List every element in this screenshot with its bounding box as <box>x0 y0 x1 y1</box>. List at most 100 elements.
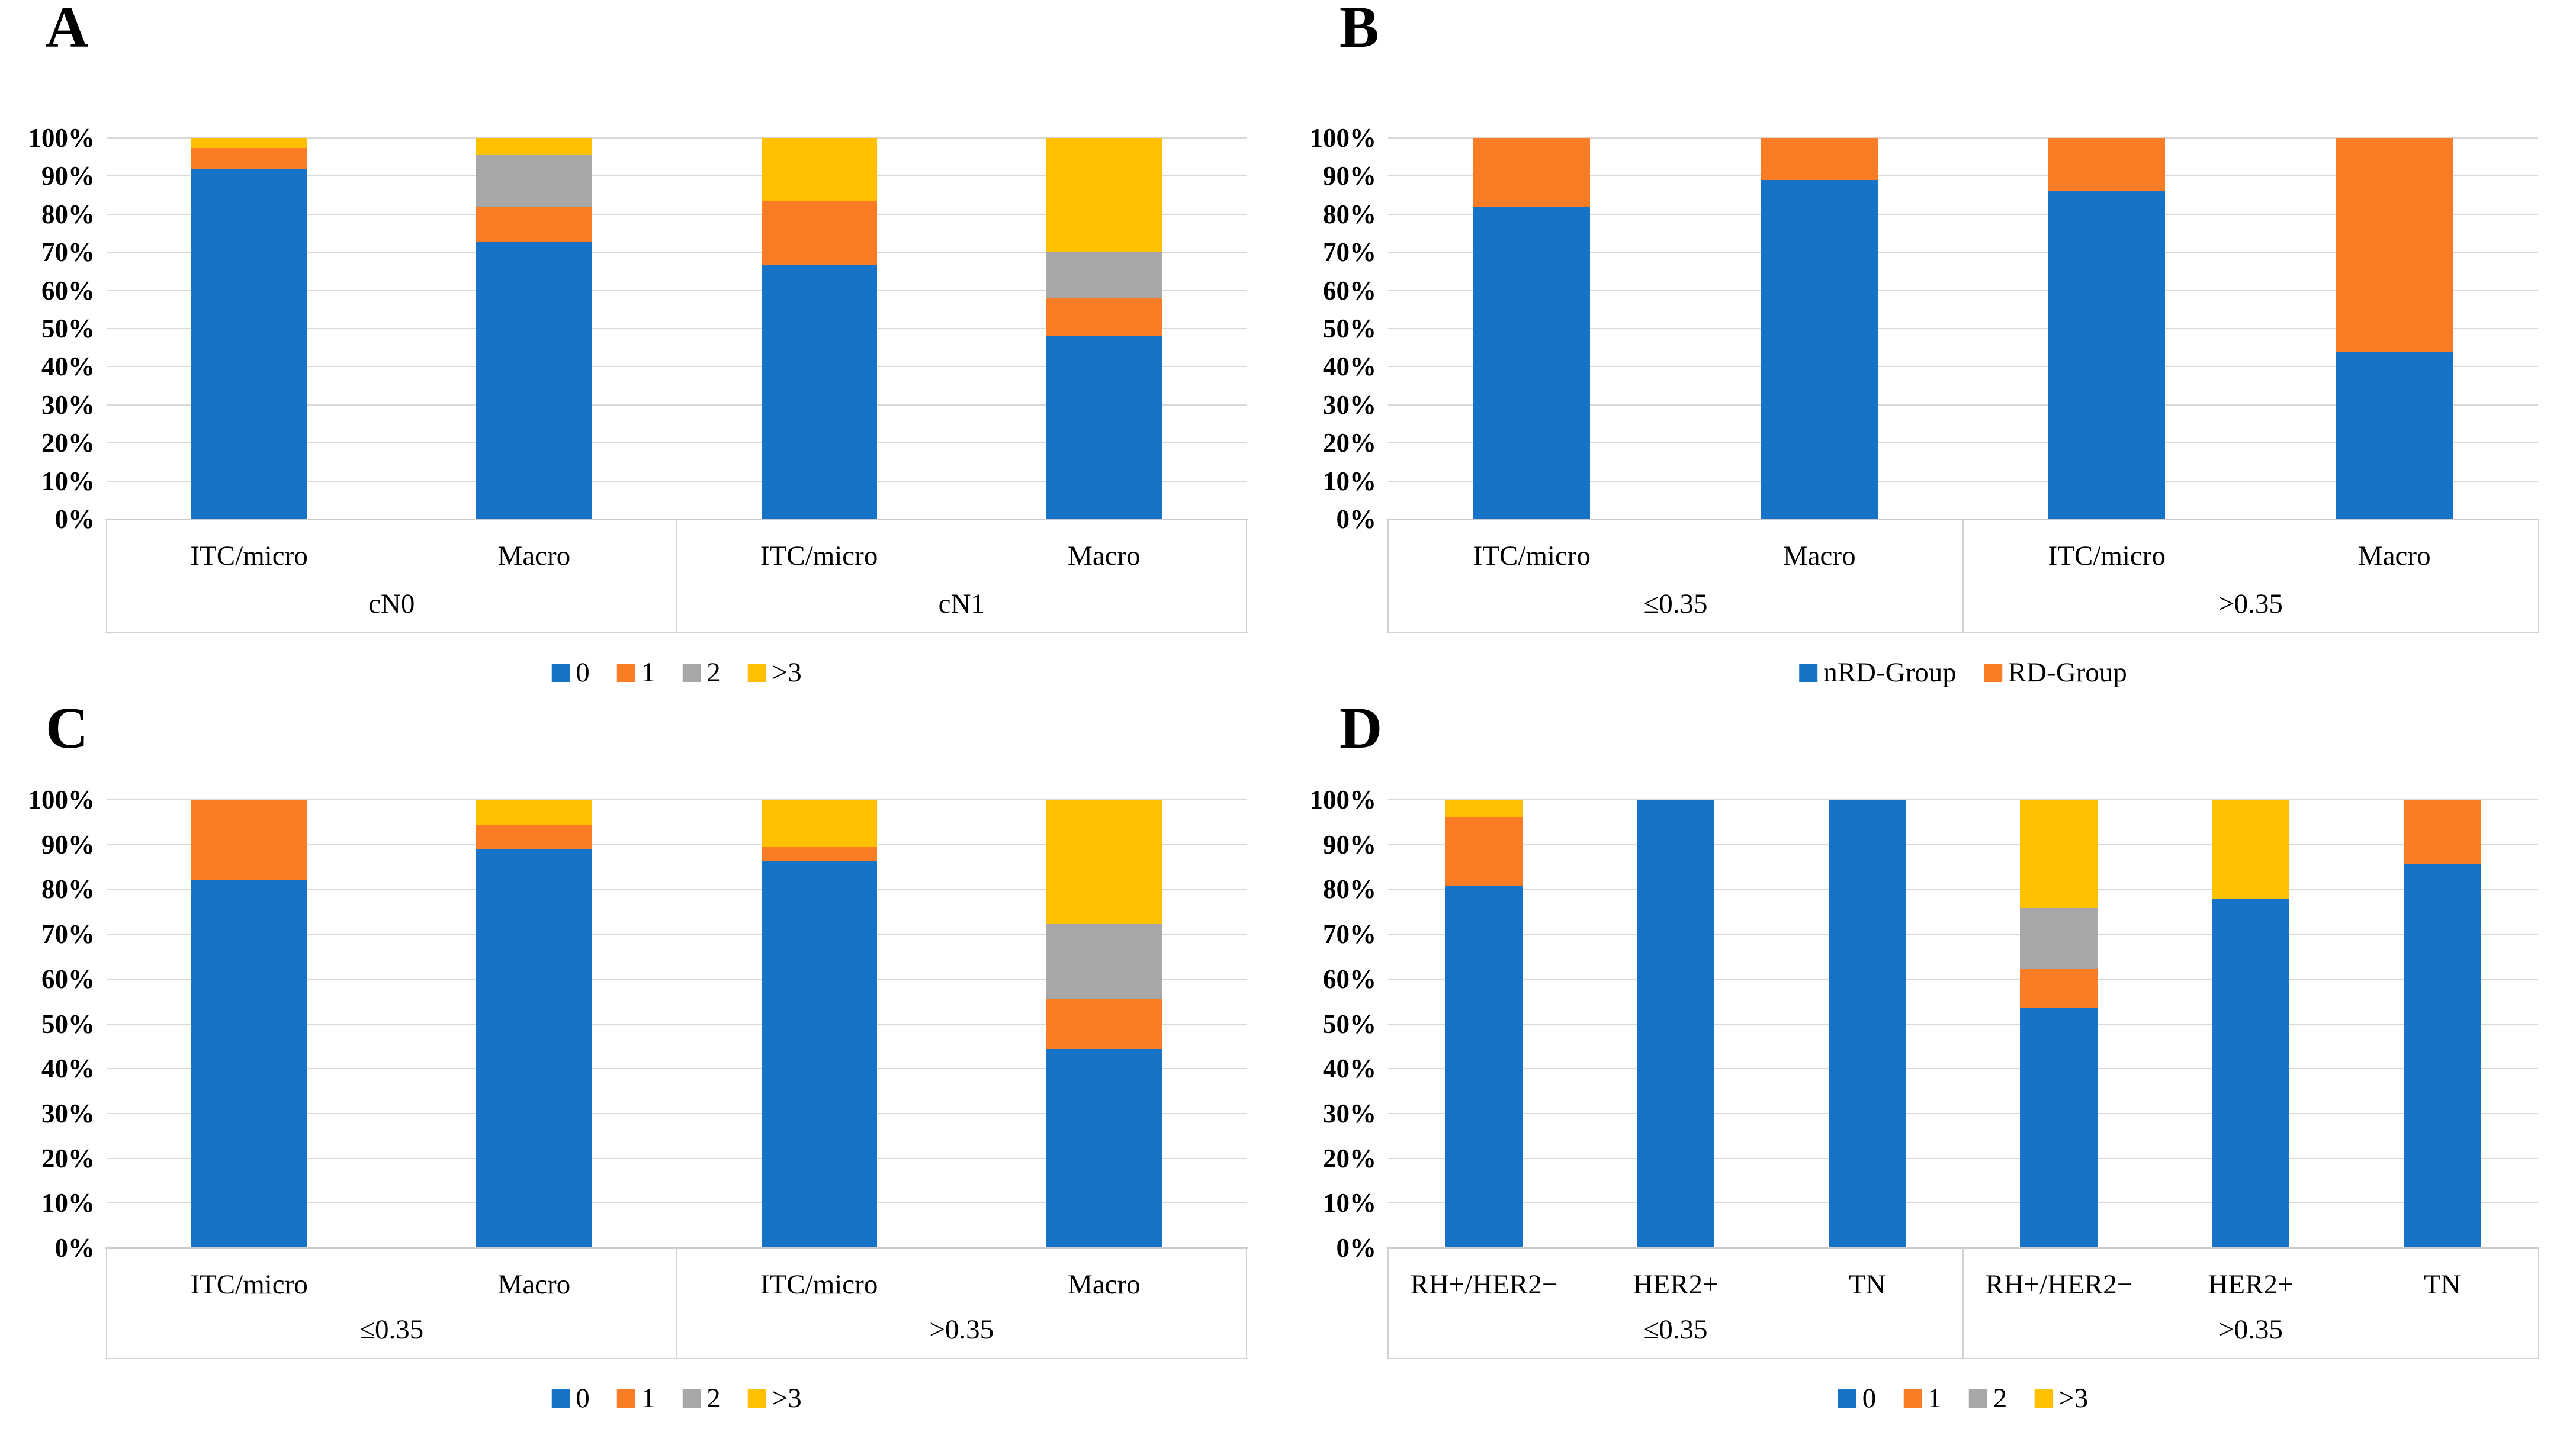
y-tick-label: 40% <box>41 352 95 382</box>
axis-group-divider <box>2538 1248 2539 1359</box>
bar-segment <box>191 169 307 519</box>
legend-swatch <box>1903 1389 1922 1408</box>
bar-segment <box>2336 351 2453 519</box>
gridline <box>107 844 1247 845</box>
legend-item: >3 <box>747 1383 802 1414</box>
gridline <box>1388 366 2538 368</box>
gridline <box>1388 1202 2538 1204</box>
axis-group-divider <box>676 519 677 633</box>
bar-segment <box>476 155 592 208</box>
axis-group-divider <box>1962 1248 1964 1359</box>
gridline <box>107 889 1247 890</box>
y-tick-label: 10% <box>1323 466 1376 496</box>
legend-label: 2 <box>706 1383 721 1414</box>
legend-label: 1 <box>1928 1383 1942 1414</box>
gridline <box>107 442 1247 444</box>
y-tick-label: 50% <box>1323 1009 1376 1039</box>
category-label: HER2+ <box>2208 1269 2294 1300</box>
gridline <box>107 404 1247 406</box>
y-tick-label: 70% <box>1323 919 1376 950</box>
axis-group-divider <box>1246 519 1247 633</box>
bar-segment <box>2211 800 2290 900</box>
y-tick-label: 70% <box>41 237 95 268</box>
bar-segment <box>1046 999 1162 1049</box>
legend-swatch <box>616 663 635 682</box>
bar-segment <box>1828 800 1906 1248</box>
gridline <box>107 137 1247 139</box>
legend-item: RD-Group <box>1983 658 2127 687</box>
y-tick-label: 20% <box>41 1143 95 1173</box>
legend-item: >3 <box>2034 1383 2088 1413</box>
y-tick-label: 10% <box>1323 1188 1376 1218</box>
legend-item: 2 <box>682 1383 721 1413</box>
legend-item: >3 <box>747 657 802 688</box>
group-label: ≤0.35 <box>359 1314 424 1345</box>
category-label: HER2+ <box>1633 1269 1719 1300</box>
gridline <box>1388 175 2538 177</box>
legend-swatch <box>747 1389 766 1408</box>
panel-letter-c: C <box>46 695 89 761</box>
legend-label: 2 <box>1993 1383 2008 1414</box>
category-label: TN <box>1848 1269 1886 1300</box>
axis-table-bottom-border <box>105 632 1248 633</box>
gridline <box>1388 328 2538 329</box>
bar-segment <box>476 824 592 850</box>
y-tick-label: 50% <box>41 314 95 343</box>
legend-item: 1 <box>1903 1383 1942 1413</box>
bar-segment <box>1473 138 1591 207</box>
bar-segment <box>476 138 592 155</box>
bar-segment <box>1046 336 1162 519</box>
axis-table-bottom-border <box>105 1358 1248 1359</box>
y-tick-label: 80% <box>41 874 95 905</box>
y-tick-label: 100% <box>1309 785 1377 815</box>
gridline <box>107 978 1247 980</box>
legend-item: nRD-Group <box>1799 658 1957 687</box>
gridline <box>1388 799 2538 800</box>
y-tick-label: 90% <box>1323 161 1376 191</box>
gridline <box>107 799 1247 800</box>
y-tick-label: 40% <box>1323 1054 1376 1084</box>
legend-label: 1 <box>641 1383 656 1414</box>
axis-group-divider <box>2538 519 2539 633</box>
group-label: >0.35 <box>2218 1314 2283 1345</box>
y-tick-label: 0% <box>1336 1233 1377 1263</box>
gridline <box>1388 442 2538 444</box>
y-tick-label: 70% <box>1323 237 1376 268</box>
legend-label: 1 <box>641 657 656 688</box>
legend-label: >3 <box>772 657 802 688</box>
category-label: Macro <box>1782 540 1856 571</box>
gridline <box>107 175 1247 177</box>
gridline <box>1388 1112 2538 1114</box>
legend-swatch <box>551 1389 570 1408</box>
axis-group-divider <box>1387 519 1389 633</box>
gridline <box>107 252 1247 253</box>
bar-segment <box>2020 1008 2098 1248</box>
axis-table-bottom-border <box>1387 1358 2539 1359</box>
bar-segment <box>1761 138 1878 181</box>
category-label: ITC/micro <box>190 1269 308 1300</box>
panel-letter-b: B <box>1340 0 1379 60</box>
axis-baseline <box>1387 1247 2539 1249</box>
gridline <box>107 1112 1247 1114</box>
y-tick-label: 0% <box>54 504 95 534</box>
category-label: TN <box>2423 1269 2461 1300</box>
bar-segment <box>2403 864 2481 1248</box>
gridline <box>1388 1247 2538 1248</box>
gridline <box>1388 480 2538 482</box>
group-label: >0.35 <box>2218 588 2283 619</box>
legend-swatch <box>747 663 766 682</box>
legend-swatch <box>551 663 570 682</box>
bar-segment <box>476 242 592 519</box>
y-tick-label: 10% <box>41 1188 95 1218</box>
y-tick-label: 100% <box>1309 123 1377 153</box>
panel-letter-d: D <box>1340 695 1383 761</box>
bar-segment <box>1046 924 1162 999</box>
gridline <box>1388 889 2538 890</box>
bar-segment <box>1445 816 1523 886</box>
gridline <box>1388 1157 2538 1159</box>
bar-segment <box>761 846 877 862</box>
bar-segment <box>191 880 307 1248</box>
legend-label: >3 <box>772 1383 802 1414</box>
